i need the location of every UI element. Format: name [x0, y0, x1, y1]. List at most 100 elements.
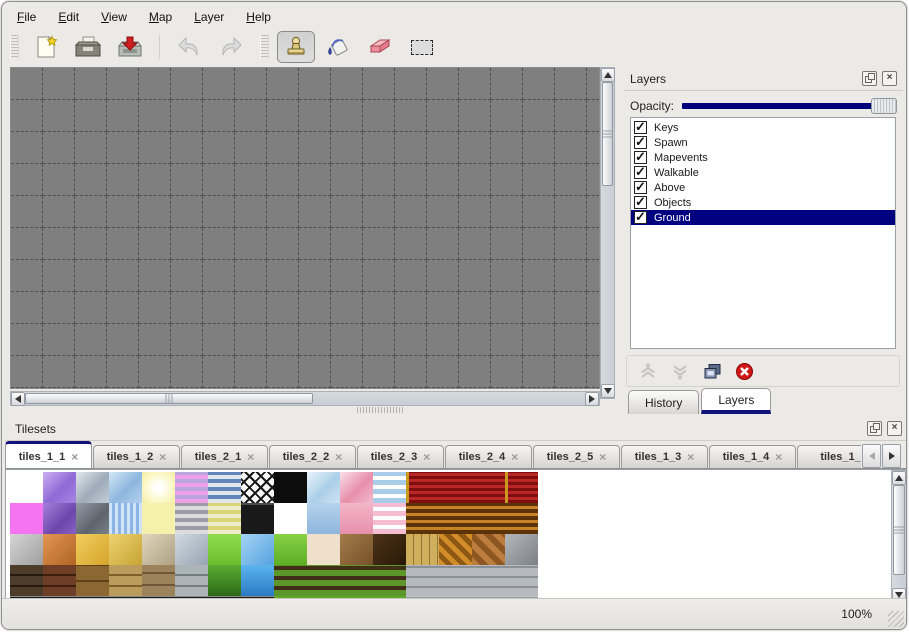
menu-help[interactable]: Help: [246, 10, 271, 24]
menu-file[interactable]: File: [17, 10, 37, 24]
menu-view[interactable]: View: [101, 10, 127, 24]
close-tab-icon[interactable]: ×: [511, 450, 519, 464]
tile-swatch[interactable]: [175, 503, 208, 534]
tile-swatch[interactable]: [142, 503, 175, 534]
tileset-tab-tiles_2_5[interactable]: tiles_2_5 ×: [533, 445, 620, 468]
tileset-tab-tiles_2_1[interactable]: tiles_2_1 ×: [181, 445, 268, 468]
tile-swatch[interactable]: [439, 472, 472, 503]
menu-layer[interactable]: Layer: [194, 10, 225, 24]
tile-swatch[interactable]: [472, 534, 505, 565]
tile-swatch[interactable]: [340, 472, 373, 503]
tile-swatch[interactable]: [307, 503, 340, 534]
layer-visibility-checkbox[interactable]: [634, 194, 647, 210]
tile-swatch[interactable]: [142, 472, 175, 503]
tile-swatch[interactable]: [373, 472, 406, 503]
layer-row-above[interactable]: Above: [631, 179, 895, 195]
tile-swatch[interactable]: [373, 534, 406, 565]
tileset-tab-tiles_1_2[interactable]: tiles_1_2 ×: [93, 445, 180, 468]
select-tool-button[interactable]: [403, 31, 441, 63]
tile-swatch[interactable]: [76, 534, 109, 565]
close-tab-icon[interactable]: ×: [159, 450, 167, 464]
layer-row-walkable[interactable]: Walkable: [631, 164, 895, 180]
redo-button[interactable]: [212, 31, 250, 63]
tile-swatch[interactable]: [340, 565, 373, 596]
close-tab-icon[interactable]: ×: [423, 450, 431, 464]
hscroll-thumb[interactable]: [25, 393, 313, 404]
tile-swatch[interactable]: [208, 472, 241, 503]
tile-swatch[interactable]: [43, 503, 76, 534]
layer-row-ground[interactable]: Ground: [631, 209, 895, 225]
tile-swatch[interactable]: [43, 472, 76, 503]
close-tab-icon[interactable]: ×: [775, 450, 783, 464]
layer-visibility-checkbox[interactable]: [634, 119, 647, 135]
tile-swatch[interactable]: [505, 472, 538, 503]
save-map-button[interactable]: [111, 31, 149, 63]
tile-swatch[interactable]: [142, 565, 175, 596]
tile-swatch[interactable]: [439, 534, 472, 565]
close-tab-icon[interactable]: ×: [71, 449, 79, 464]
canvas-hscrollbar[interactable]: [10, 391, 600, 406]
tile-swatch[interactable]: [439, 503, 472, 534]
tile-swatch[interactable]: [472, 565, 505, 596]
tile-swatch[interactable]: [406, 503, 439, 534]
tileset-tab-tiles_2_2[interactable]: tiles_2_2 ×: [269, 445, 356, 468]
tileset-tab-tiles_2_3[interactable]: tiles_2_3 ×: [357, 445, 444, 468]
tile-swatch[interactable]: [43, 565, 76, 596]
close-tab-icon[interactable]: ×: [247, 450, 255, 464]
tile-swatch[interactable]: [109, 472, 142, 503]
tileset-tab-tiles_2_4[interactable]: tiles_2_4 ×: [445, 445, 532, 468]
scroll-up-button[interactable]: [892, 471, 906, 485]
layer-row-spawn[interactable]: Spawn: [631, 134, 895, 150]
layer-visibility-checkbox[interactable]: [634, 164, 647, 180]
tile-swatch[interactable]: [208, 503, 241, 534]
tile-swatch[interactable]: [43, 534, 76, 565]
fill-tool-button[interactable]: [319, 31, 357, 63]
eraser-tool-button[interactable]: [361, 31, 399, 63]
tile-swatch[interactable]: [373, 565, 406, 596]
tile-swatch[interactable]: [208, 565, 241, 596]
panel-splitter-handle[interactable]: [357, 407, 403, 413]
toolbar-grip[interactable]: [260, 35, 269, 59]
tile-swatch[interactable]: [406, 565, 439, 596]
undo-button[interactable]: [170, 31, 208, 63]
tile-swatch[interactable]: [10, 534, 43, 565]
tile-swatch[interactable]: [175, 565, 208, 596]
float-panel-button[interactable]: [862, 71, 877, 86]
layer-row-keys[interactable]: Keys: [631, 119, 895, 135]
vscroll-thumb[interactable]: [602, 82, 613, 186]
tab-history[interactable]: History: [628, 390, 700, 414]
tile-swatch[interactable]: [241, 565, 274, 596]
tile-swatch[interactable]: [274, 503, 307, 534]
tab-scroll-left-button[interactable]: [862, 444, 881, 468]
tab-scroll-right-button[interactable]: [882, 444, 901, 468]
tileset-tab-tiles_1_3[interactable]: tiles_1_3 ×: [621, 445, 708, 468]
tile-swatch[interactable]: [505, 503, 538, 534]
tile-palette[interactable]: [10, 472, 870, 603]
layer-visibility-checkbox[interactable]: [634, 134, 647, 150]
tile-swatch[interactable]: [340, 503, 373, 534]
tile-swatch[interactable]: [472, 472, 505, 503]
tile-swatch[interactable]: [10, 565, 43, 596]
canvas-vscrollbar[interactable]: [600, 67, 615, 399]
tab-layers[interactable]: Layers: [701, 388, 772, 414]
tile-swatch[interactable]: [76, 565, 109, 596]
move-layer-down-button[interactable]: [667, 359, 693, 383]
tile-swatch[interactable]: [76, 503, 109, 534]
new-map-button[interactable]: [27, 31, 65, 63]
tile-swatch[interactable]: [175, 472, 208, 503]
scroll-left-button[interactable]: [11, 392, 25, 406]
tileset-vscrollbar[interactable]: [891, 470, 906, 603]
tile-swatch[interactable]: [241, 503, 274, 534]
map-canvas[interactable]: [10, 67, 600, 389]
resize-grip[interactable]: [888, 611, 904, 627]
tile-swatch[interactable]: [274, 534, 307, 565]
tile-swatch[interactable]: [505, 565, 538, 596]
layer-visibility-checkbox[interactable]: [634, 209, 647, 225]
tile-swatch[interactable]: [439, 565, 472, 596]
tile-swatch[interactable]: [406, 534, 439, 565]
tile-swatch[interactable]: [340, 534, 373, 565]
duplicate-layer-button[interactable]: [699, 359, 725, 383]
tile-swatch[interactable]: [109, 503, 142, 534]
tile-swatch[interactable]: [307, 565, 340, 596]
tile-swatch[interactable]: [109, 565, 142, 596]
